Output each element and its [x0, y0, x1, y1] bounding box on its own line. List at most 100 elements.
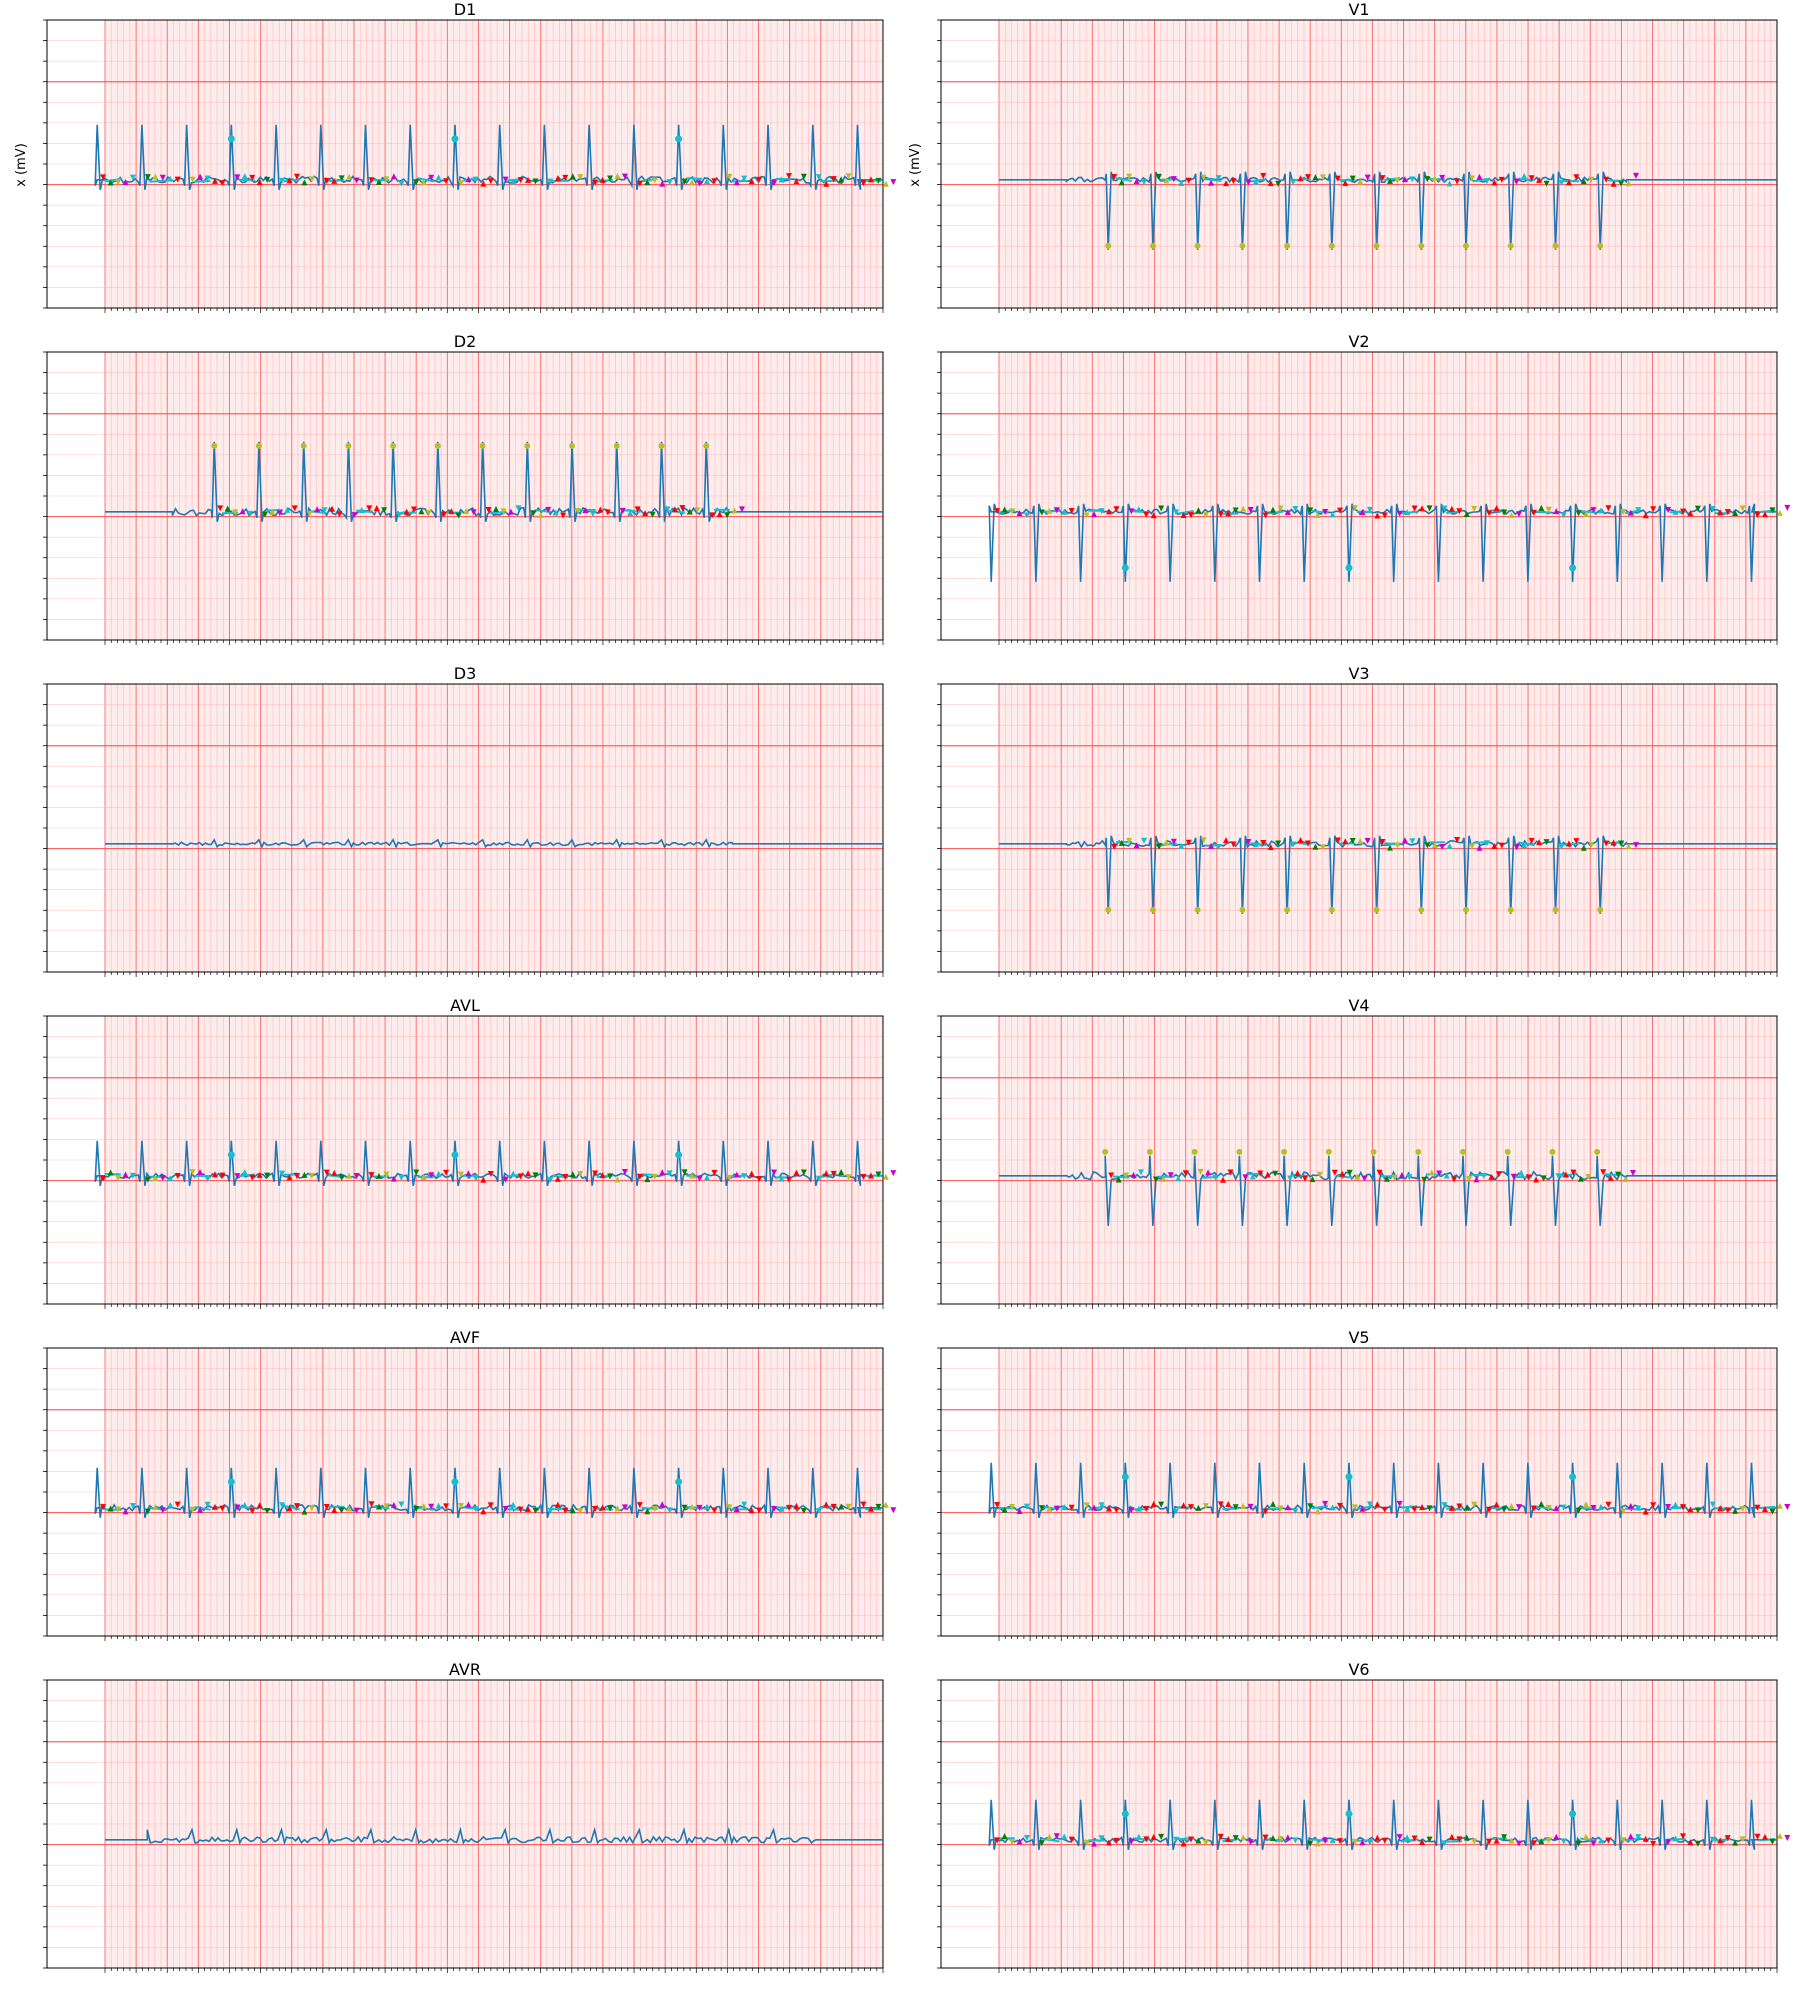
marker-triangle-up — [1225, 1501, 1232, 1508]
marker-triangle-down — [1167, 1172, 1174, 1179]
marker-triangle-up — [1269, 506, 1276, 513]
marker-triangle-up — [375, 1503, 382, 1510]
marker-triangle-down — [306, 510, 313, 517]
peak-marker — [1121, 1473, 1129, 1481]
marker-triangle-up — [1314, 1840, 1321, 1847]
marker-triangle-up — [1642, 512, 1649, 519]
marker-triangle-down — [1555, 1173, 1562, 1180]
marker-triangle-down — [1381, 1506, 1388, 1513]
marker-triangle-down — [1376, 1169, 1383, 1176]
marker-triangle-down — [1396, 1834, 1403, 1841]
marker-triangle-down — [771, 1506, 778, 1513]
marker-triangle-down — [1187, 1836, 1194, 1843]
marker-triangle-down — [1635, 1834, 1642, 1841]
marker-triangle-down — [411, 506, 418, 513]
marker-triangle-up — [510, 178, 517, 185]
marker-triangle-up — [1312, 843, 1319, 850]
marker-triangle-down — [1230, 178, 1237, 185]
marker-triangle-down — [1227, 1169, 1234, 1176]
marker-triangle-down — [1262, 1834, 1269, 1841]
marker-triangle-down — [1337, 507, 1344, 514]
marker-triangle-down — [696, 1175, 703, 1182]
marker-triangle-up — [1240, 1503, 1247, 1510]
marker-triangle-up — [838, 1503, 845, 1510]
marker-triangle-down — [1245, 838, 1252, 845]
marker-triangle-up — [1538, 504, 1545, 511]
marker-triangle-up — [703, 178, 710, 185]
marker-triangle-up — [1717, 1837, 1724, 1844]
marker-triangle-down — [1351, 1838, 1358, 1845]
marker-triangle-up — [463, 508, 470, 515]
marker-triangle-down — [1185, 839, 1192, 846]
marker-triangle-up — [241, 1168, 248, 1175]
marker-triangle-down — [681, 178, 688, 185]
marker-triangle-up — [1208, 179, 1215, 186]
marker-triangle-down — [664, 506, 671, 513]
marker-triangle-down — [1053, 1505, 1060, 1512]
marker-triangle-down — [1366, 1501, 1373, 1508]
marker-triangle-down — [234, 174, 241, 181]
marker-triangle-up — [1061, 1833, 1068, 1840]
marker-triangle-down — [577, 174, 584, 181]
marker-triangle-down — [860, 180, 867, 187]
marker-triangle-down — [1287, 1175, 1294, 1182]
marker-triangle-up — [1508, 512, 1515, 519]
marker-triangle-up — [1597, 1837, 1604, 1844]
marker-triangle-up — [301, 1508, 308, 1515]
peak-marker — [1194, 242, 1201, 249]
marker-triangle-down — [100, 1175, 107, 1182]
marker-triangle-up — [1473, 1176, 1480, 1183]
marker-triangle-down — [547, 1507, 554, 1514]
marker-triangle-down — [1575, 1840, 1582, 1847]
marker-triangle-up — [1717, 509, 1724, 516]
marker-triangle-up — [107, 1505, 114, 1512]
marker-triangle-down — [1605, 1837, 1612, 1844]
marker-triangle-down — [1319, 174, 1326, 181]
marker-triangle-up — [689, 1172, 696, 1179]
marker-triangle-down — [1456, 1836, 1463, 1843]
marker-triangle-up — [346, 173, 353, 180]
marker-triangle-down — [1439, 174, 1446, 181]
marker-triangle-down — [651, 1173, 658, 1180]
marker-triangle-down — [1217, 1501, 1224, 1508]
marker-triangle-up — [1538, 1838, 1545, 1845]
marker-triangle-down — [1588, 176, 1595, 183]
marker-triangle-down — [890, 1170, 897, 1177]
marker-triangle-down — [1331, 1169, 1338, 1176]
marker-triangle-down — [1173, 1508, 1180, 1515]
marker-triangle-up — [1493, 1837, 1500, 1844]
marker-triangle-down — [1292, 1837, 1299, 1844]
marker-triangle-up — [167, 1175, 174, 1182]
marker-triangle-up — [823, 180, 830, 187]
marker-triangle-down — [1724, 1507, 1731, 1514]
marker-triangle-down — [1202, 1840, 1209, 1847]
marker-triangle-down — [1038, 1505, 1045, 1512]
marker-triangle-down — [1784, 504, 1791, 511]
marker-triangle-down — [1620, 1837, 1627, 1844]
peak-marker — [524, 442, 531, 449]
marker-triangle-down — [1068, 1836, 1075, 1843]
marker-triangle-up — [838, 1169, 845, 1176]
marker-triangle-down — [1247, 1503, 1254, 1510]
marker-triangle-up — [614, 1176, 621, 1183]
marker-triangle-up — [1538, 1500, 1545, 1507]
marker-triangle-down — [649, 511, 656, 518]
marker-triangle-down — [562, 174, 569, 181]
marker-triangle-down — [189, 1506, 196, 1513]
marker-triangle-down — [1451, 1176, 1458, 1183]
peak-marker — [1149, 242, 1156, 249]
marker-triangle-up — [569, 1507, 576, 1514]
marker-triangle-down — [800, 1507, 807, 1514]
marker-triangle-down — [1098, 1502, 1105, 1509]
marker-triangle-up — [1180, 1502, 1187, 1509]
marker-triangle-down — [1038, 509, 1045, 516]
marker-triangle-down — [726, 1504, 733, 1511]
marker-triangle-up — [1133, 178, 1140, 185]
marker-triangle-down — [709, 512, 716, 519]
ecg-panel-v4: V4 — [937, 996, 1778, 1309]
marker-triangle-up — [671, 506, 678, 513]
marker-triangle-down — [1275, 840, 1282, 847]
marker-triangle-down — [159, 1175, 166, 1182]
marker-triangle-down — [1709, 1501, 1716, 1508]
marker-triangle-down — [890, 179, 897, 186]
